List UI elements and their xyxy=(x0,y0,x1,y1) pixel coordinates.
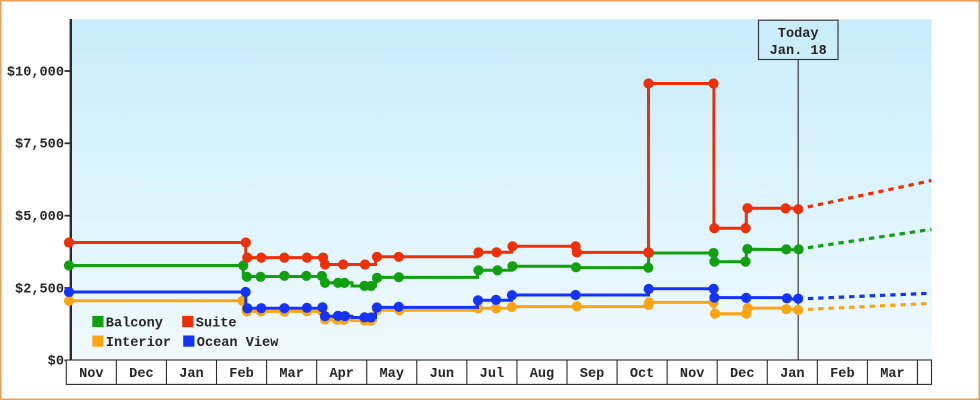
svg-text:Nov: Nov xyxy=(79,367,103,382)
svg-text:Today: Today xyxy=(778,27,819,42)
svg-text:Interior: Interior xyxy=(106,336,171,351)
svg-text:Sep: Sep xyxy=(580,367,604,382)
svg-text:Oct: Oct xyxy=(630,367,654,382)
svg-text:Suite: Suite xyxy=(196,316,237,331)
svg-text:Aug: Aug xyxy=(530,367,554,382)
svg-text:Jan: Jan xyxy=(179,367,203,382)
svg-text:Dec: Dec xyxy=(129,367,153,382)
svg-text:Jul: Jul xyxy=(480,367,504,382)
svg-text:Jan: Jan xyxy=(780,367,804,382)
svg-text:$2,500: $2,500 xyxy=(15,282,64,297)
svg-text:Mar: Mar xyxy=(880,367,904,382)
svg-text:Jan. 18: Jan. 18 xyxy=(770,44,827,59)
svg-text:$5,000: $5,000 xyxy=(15,210,64,225)
svg-text:May: May xyxy=(380,367,404,382)
svg-text:Nov: Nov xyxy=(680,367,704,382)
svg-text:$0: $0 xyxy=(48,355,64,370)
svg-text:Feb: Feb xyxy=(229,367,253,382)
svg-text:Balcony: Balcony xyxy=(106,316,163,331)
svg-text:$10,000: $10,000 xyxy=(7,65,64,80)
svg-text:Mar: Mar xyxy=(279,367,303,382)
svg-text:Jun: Jun xyxy=(430,367,454,382)
svg-text:$7,500: $7,500 xyxy=(15,138,64,153)
svg-text:Feb: Feb xyxy=(830,367,854,382)
svg-text:Dec: Dec xyxy=(730,367,754,382)
svg-text:Ocean View: Ocean View xyxy=(197,336,279,351)
svg-text:Apr: Apr xyxy=(329,367,353,382)
